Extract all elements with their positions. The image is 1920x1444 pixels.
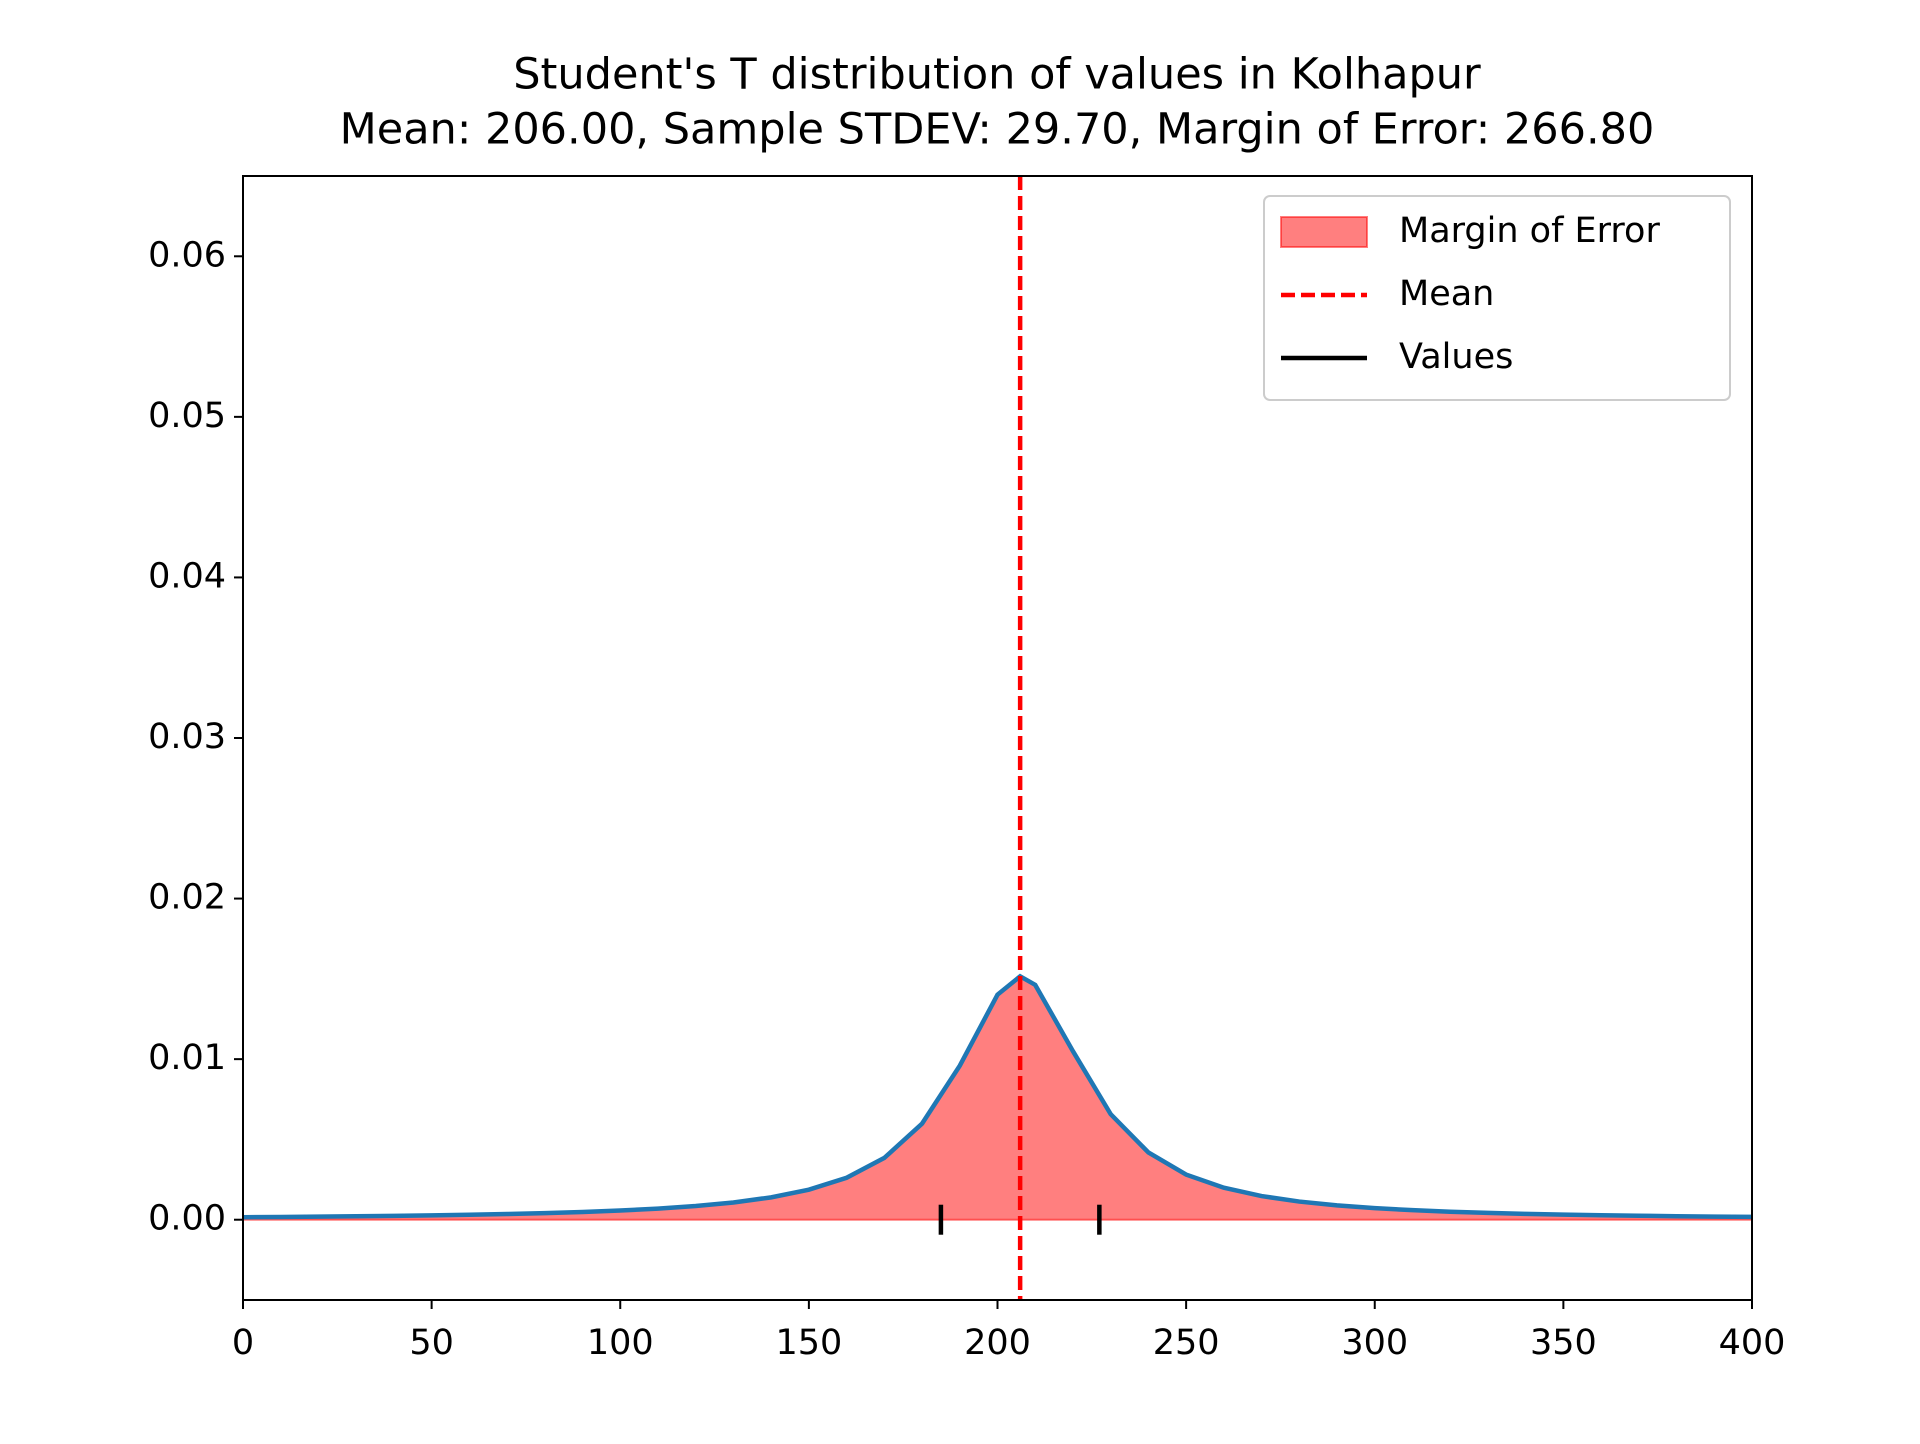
x-tick-label: 150 <box>775 1323 842 1363</box>
y-tick-label: 0.06 <box>148 235 226 275</box>
legend-label: Margin of Error <box>1399 211 1660 251</box>
x-tick-label: 250 <box>1153 1323 1220 1363</box>
x-tick-label: 400 <box>1719 1323 1786 1363</box>
legend-box <box>1263 195 1731 401</box>
y-tick-label: 0.01 <box>148 1038 226 1078</box>
legend-swatch <box>1280 216 1368 248</box>
density-curve <box>243 973 1752 1220</box>
x-tick-label: 100 <box>587 1323 654 1363</box>
y-tick-label: 0.03 <box>148 717 226 757</box>
chart-title: Student's T distribution of values in Ko… <box>513 50 1481 100</box>
y-tick-label: 0.04 <box>148 556 226 596</box>
x-tick-label: 200 <box>964 1323 1031 1363</box>
x-tick-label: 0 <box>232 1323 254 1363</box>
legend-label: Mean <box>1399 274 1494 314</box>
x-tick-label: 50 <box>409 1323 454 1363</box>
y-tick-label: 0.05 <box>148 396 226 436</box>
y-tick-label: 0.02 <box>148 878 226 918</box>
x-tick-label: 300 <box>1341 1323 1408 1363</box>
legend-label: Values <box>1399 337 1513 377</box>
x-tick-label: 350 <box>1530 1323 1597 1363</box>
chart-subtitle: Mean: 206.00, Sample STDEV: 29.70, Margi… <box>340 105 1655 155</box>
y-tick-label: 0.00 <box>148 1199 226 1239</box>
